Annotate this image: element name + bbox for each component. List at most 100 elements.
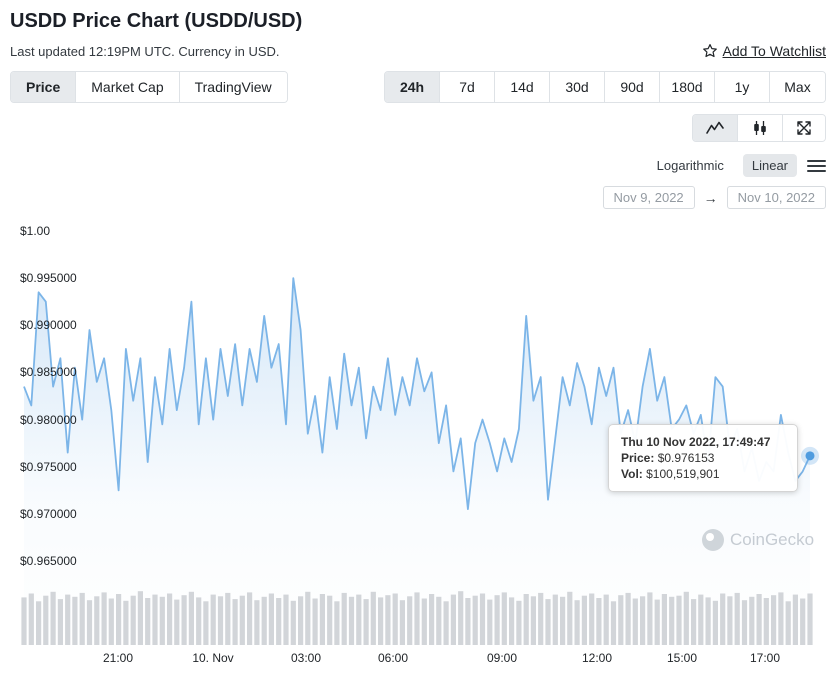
volume-bar xyxy=(436,596,442,645)
volume-bar xyxy=(108,598,114,645)
volume-bar xyxy=(50,591,56,645)
volume-bar xyxy=(290,600,296,645)
volume-bar xyxy=(458,591,464,645)
volume-bar xyxy=(268,593,274,645)
volume-bar xyxy=(552,594,558,645)
page-title: USDD Price Chart (USDD/USD) xyxy=(10,10,303,32)
volume-bar xyxy=(734,592,740,645)
chart-type-group xyxy=(692,114,826,142)
tab-price[interactable]: Price xyxy=(11,72,77,102)
date-from-input[interactable]: Nov 9, 2022 xyxy=(602,186,695,209)
volume-bar xyxy=(778,592,784,645)
price-chart-canvas[interactable] xyxy=(10,221,826,647)
volume-bar xyxy=(523,594,529,645)
volume-bar xyxy=(669,596,675,645)
volume-bar xyxy=(545,599,551,645)
volume-bar xyxy=(94,596,100,645)
add-to-watchlist-button[interactable]: Add To Watchlist xyxy=(702,43,827,59)
volume-bar xyxy=(640,596,646,645)
range-24h[interactable]: 24h xyxy=(385,72,440,102)
chart-type-row xyxy=(10,114,826,142)
volume-bar xyxy=(79,592,85,645)
tooltip-price-row: Price: $0.976153 xyxy=(621,451,785,465)
range-30d[interactable]: 30d xyxy=(550,72,605,102)
volume-bar xyxy=(771,595,777,645)
volume-bar xyxy=(610,601,617,645)
line-chart-button[interactable] xyxy=(693,115,738,141)
x-axis-label: 03:00 xyxy=(290,651,322,665)
volume-bar xyxy=(261,596,267,645)
y-axis-label: $0.970000 xyxy=(20,506,77,521)
range-max[interactable]: Max xyxy=(770,72,825,102)
volume-bar xyxy=(516,600,522,645)
volume-bar xyxy=(589,593,595,645)
candlestick-chart-button[interactable] xyxy=(738,115,783,141)
volume-bar xyxy=(101,592,107,645)
volume-bar xyxy=(720,593,726,645)
volume-bar xyxy=(407,596,413,645)
volume-bar xyxy=(479,593,486,645)
volume-bar xyxy=(370,591,376,645)
scale-row: Logarithmic Linear xyxy=(10,154,826,177)
range-1y[interactable]: 1y xyxy=(715,72,770,102)
line-chart-icon xyxy=(706,121,724,134)
volume-bar xyxy=(414,592,420,645)
x-axis-label: 17:00 xyxy=(749,651,781,665)
volume-bar xyxy=(654,599,660,645)
range-180d[interactable]: 180d xyxy=(660,72,715,102)
volume-bar xyxy=(254,600,260,645)
y-axis-label: $0.965000 xyxy=(20,554,77,568)
tooltip-price-value: $0.976153 xyxy=(657,451,715,465)
volume-bar xyxy=(312,598,318,645)
volume-bar xyxy=(509,597,515,645)
x-axis-label: 06:00 xyxy=(377,651,409,665)
x-axis-label: 12:00 xyxy=(581,651,613,665)
tab-row: Price Market Cap TradingView 24h 7d 14d 30d 90… xyxy=(10,71,826,103)
volume-bar xyxy=(661,594,667,645)
volume-bar xyxy=(443,601,449,645)
volume-bar xyxy=(28,593,34,645)
volume-bar xyxy=(465,598,471,645)
volume-bar xyxy=(647,592,653,645)
volume-bar xyxy=(319,594,325,645)
range-7d[interactable]: 7d xyxy=(440,72,495,102)
volume-bar xyxy=(399,600,405,645)
tab-market-cap[interactable]: Market Cap xyxy=(76,72,180,102)
volume-bar xyxy=(341,592,347,645)
volume-bar xyxy=(756,594,762,645)
chart-tooltip: Thu 10 Nov 2022, 17:49:47 Price: $0.9761… xyxy=(608,424,798,492)
volume-bar xyxy=(691,599,697,645)
volume-bar xyxy=(450,594,456,645)
volume-bar xyxy=(159,596,165,645)
volume-bar xyxy=(618,595,624,645)
add-to-watchlist-label: Add To Watchlist xyxy=(722,43,827,59)
volume-bar xyxy=(203,601,209,645)
volume-bar xyxy=(43,595,49,645)
range-14d[interactable]: 14d xyxy=(495,72,550,102)
price-line xyxy=(23,277,811,510)
x-axis-label: 15:00 xyxy=(666,651,698,665)
y-axis-label: $0.980000 xyxy=(20,412,77,427)
range-90d[interactable]: 90d xyxy=(605,72,660,102)
volume-bar xyxy=(378,597,384,645)
fullscreen-button[interactable] xyxy=(783,115,825,141)
volume-bar xyxy=(130,595,136,645)
volume-bar xyxy=(217,596,224,645)
chart-menu-button[interactable] xyxy=(807,158,826,174)
x-axis-label: 10. Nov xyxy=(192,651,234,665)
volume-bar xyxy=(538,592,544,645)
volume-bar xyxy=(123,600,129,645)
x-axis-labels: 21:00 10. Nov 03:00 06:00 09:00 12:00 15:00 17:… xyxy=(10,651,826,669)
volume-bar xyxy=(298,596,304,645)
date-to-input[interactable]: Nov 10, 2022 xyxy=(726,186,826,209)
tab-tradingview[interactable]: TradingView xyxy=(179,72,287,102)
volume-bar xyxy=(429,594,435,645)
volume-bar xyxy=(596,598,602,645)
volume-bar xyxy=(356,594,362,645)
volume-bar xyxy=(763,598,769,645)
price-chart-area: 21:00 10. Nov 03:00 06:00 09:00 12:00 15:00 17:… xyxy=(10,221,826,673)
scale-logarithmic-button[interactable]: Logarithmic xyxy=(648,154,733,177)
volume-bar xyxy=(188,591,194,645)
volume-bar xyxy=(501,592,507,645)
scale-linear-button[interactable]: Linear xyxy=(742,154,797,177)
